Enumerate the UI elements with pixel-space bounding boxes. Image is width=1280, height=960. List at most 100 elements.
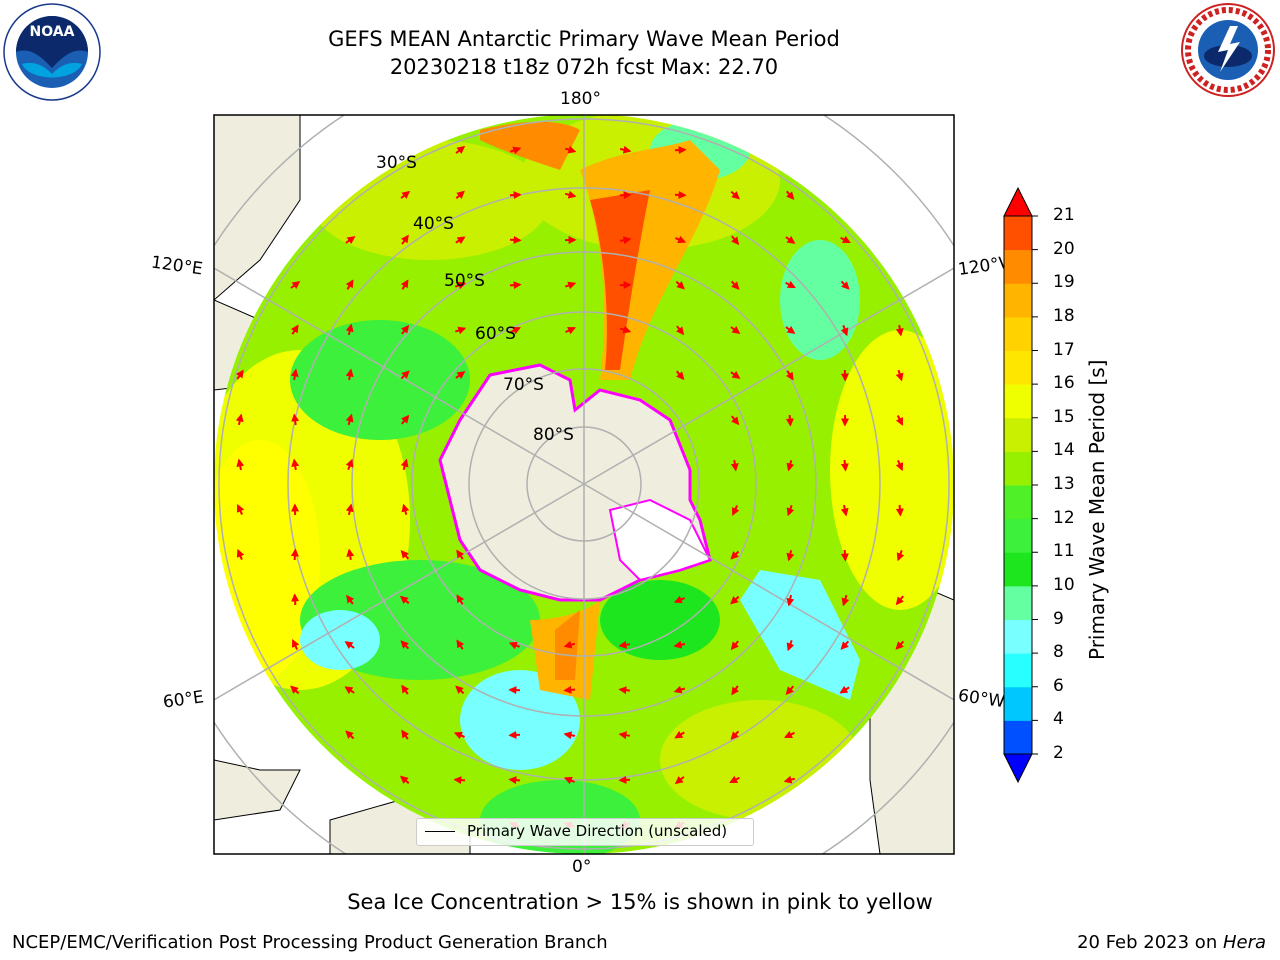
wave-arrow bbox=[840, 280, 850, 290]
wave-arrow bbox=[895, 595, 904, 606]
wave-arrow bbox=[401, 414, 410, 425]
lon-label-180: 180° bbox=[560, 89, 601, 109]
colorbar-title: Primary Wave Mean Period [s] bbox=[1085, 359, 1109, 661]
wave-arrow bbox=[564, 190, 577, 199]
wave-arrow bbox=[674, 730, 685, 739]
wave-arrow bbox=[895, 640, 905, 650]
wave-arrow bbox=[618, 686, 631, 695]
wave-arrow bbox=[840, 459, 849, 472]
noaa-logo: NOAA bbox=[3, 3, 101, 101]
wave-arrow bbox=[730, 459, 739, 472]
wave-arrow bbox=[730, 280, 740, 290]
wave-arrow bbox=[785, 280, 796, 289]
wave-arrow bbox=[785, 414, 794, 427]
wave-arrow bbox=[730, 370, 741, 379]
map-frame bbox=[213, 114, 955, 855]
colorbar-segment bbox=[1004, 585, 1032, 620]
wave-arrow bbox=[786, 594, 795, 607]
wave-arrow bbox=[675, 280, 685, 290]
colorbar-segment bbox=[1004, 653, 1032, 688]
wave-arrow bbox=[785, 235, 796, 244]
colorbar-extend-low bbox=[1003, 753, 1033, 784]
wave-arrow bbox=[291, 593, 300, 606]
wave-arrow bbox=[401, 503, 410, 516]
colorbar-tick-label: 16 bbox=[1053, 373, 1075, 394]
noaa-logo-text: NOAA bbox=[30, 24, 75, 40]
colorbar-tick-label: 2 bbox=[1053, 743, 1064, 763]
wave-arrow bbox=[455, 145, 466, 155]
colorbar-segment bbox=[1004, 316, 1032, 351]
wave-arrow bbox=[619, 236, 632, 245]
colorbar-segment bbox=[1004, 283, 1032, 318]
wave-arrow bbox=[456, 594, 465, 605]
wave-arrow bbox=[564, 145, 577, 154]
wave-arrow bbox=[674, 146, 687, 155]
wave-arrow bbox=[786, 549, 795, 562]
wave-arrow bbox=[400, 190, 411, 200]
colorbar-tick-label: 17 bbox=[1053, 339, 1075, 360]
footer-date-text: 20 Feb 2023 on bbox=[1077, 932, 1223, 953]
wave-arrow bbox=[785, 685, 795, 696]
wave-arrow bbox=[786, 504, 795, 517]
colorbar-segment bbox=[1004, 249, 1032, 284]
lat-label-70s: 70°S bbox=[503, 375, 544, 395]
lat-label-30s: 30°S bbox=[376, 153, 417, 173]
colorbar-tick-label: 13 bbox=[1053, 474, 1075, 494]
lon-label-0: 0° bbox=[572, 857, 592, 877]
wave-arrow bbox=[840, 324, 849, 337]
wave-arrow bbox=[508, 730, 521, 739]
wave-arrow bbox=[455, 685, 465, 695]
colorbar-tick-label: 19 bbox=[1053, 272, 1075, 293]
colorbar-tick-label: 10 bbox=[1053, 574, 1075, 595]
colorbar-segment bbox=[1004, 720, 1032, 755]
wave-arrow bbox=[783, 775, 796, 784]
wave-arrow bbox=[895, 460, 904, 472]
wave-arrow bbox=[400, 458, 409, 471]
graticule bbox=[214, 115, 954, 854]
wave-arrow bbox=[345, 368, 354, 381]
wave-arrow bbox=[674, 775, 685, 785]
colorbar-segment bbox=[1004, 350, 1032, 385]
wave-arrow bbox=[290, 368, 299, 381]
wave-arrow bbox=[619, 325, 632, 334]
wave-arrow bbox=[291, 638, 300, 651]
wave-arrow bbox=[786, 459, 795, 472]
wave-arrow bbox=[453, 776, 466, 785]
colorbar-segment bbox=[1004, 384, 1032, 419]
wave-arrow bbox=[400, 234, 409, 245]
colorbar-segment bbox=[1004, 451, 1032, 486]
colorbar-segment bbox=[1004, 552, 1032, 587]
wave-arrow bbox=[236, 548, 245, 560]
wave-arrow bbox=[345, 503, 354, 516]
wave-arrow bbox=[345, 279, 354, 290]
wave-arrow bbox=[730, 235, 740, 246]
wave-arrow bbox=[731, 685, 740, 696]
wave-arrow bbox=[839, 685, 850, 694]
wave-arrow bbox=[895, 415, 904, 426]
wave-arrow bbox=[619, 145, 632, 154]
wave-arrow bbox=[400, 279, 409, 290]
wave-arrow bbox=[236, 458, 245, 471]
lat-label-50s: 50°S bbox=[444, 271, 485, 291]
wave-arrow bbox=[509, 146, 522, 155]
wave-arrow bbox=[618, 640, 631, 649]
wave-arrow bbox=[786, 639, 795, 652]
wave-arrow bbox=[455, 190, 465, 200]
colorbar-tick-label: 8 bbox=[1053, 642, 1064, 663]
colorbar-tick-label: 15 bbox=[1053, 406, 1075, 427]
footer-date: 20 Feb 2023 on Hera bbox=[1077, 932, 1266, 953]
wave-arrow bbox=[235, 413, 244, 426]
wave-arrow bbox=[291, 458, 300, 471]
legend-label: Primary Wave Direction (unscaled) bbox=[467, 822, 728, 840]
wave-arrow bbox=[563, 640, 576, 649]
wave-direction-arrows bbox=[235, 145, 905, 830]
wave-arrow bbox=[400, 640, 410, 650]
colorbar-extend-high bbox=[1003, 186, 1033, 217]
colorbar-segment bbox=[1004, 216, 1032, 251]
legend-line-swatch bbox=[425, 831, 455, 832]
wave-arrow bbox=[235, 369, 244, 380]
wave-arrow bbox=[619, 191, 632, 200]
footer-machine: Hera bbox=[1222, 932, 1266, 953]
wave-arrow bbox=[345, 458, 354, 471]
wave-arrow bbox=[895, 324, 904, 337]
